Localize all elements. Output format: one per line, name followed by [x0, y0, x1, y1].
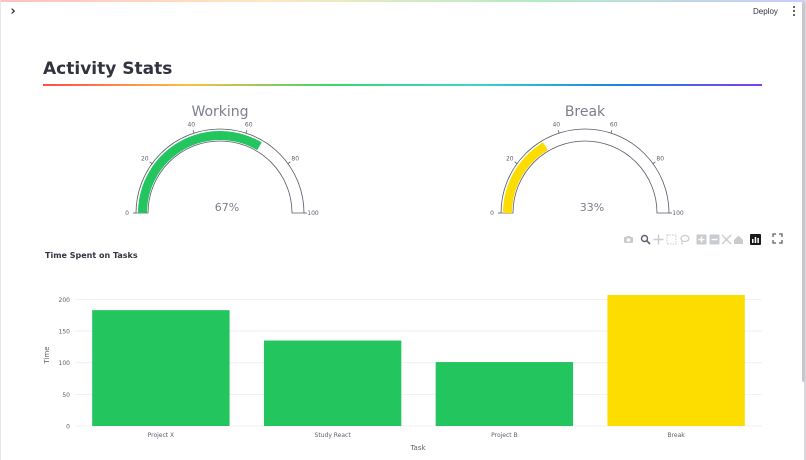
- pan-icon[interactable]: [653, 234, 664, 245]
- gauge-title: Break: [565, 104, 606, 120]
- chart-bars: [92, 294, 745, 426]
- sidebar-expand-chevron-icon[interactable]: ›: [10, 4, 16, 19]
- gauge-ticks: 0 20 40 60 80 100: [125, 122, 319, 217]
- gauge-tick-label: 0: [490, 210, 494, 217]
- gauge-tick-mark: [149, 161, 153, 164]
- bar-break: [607, 294, 745, 426]
- y-tick-label: 150: [59, 329, 71, 336]
- gauge-tick-label: 80: [291, 155, 299, 162]
- autoscale-icon[interactable]: [721, 234, 732, 245]
- gauge-tick-mark: [287, 161, 291, 164]
- y-tick-label: 0: [66, 424, 70, 431]
- time-spent-bar-chart: Time Spent on Tasks 0 50 100 150 200 Project…: [43, 251, 762, 452]
- bar-project-x: [92, 310, 230, 426]
- x-tick-label: Break: [667, 432, 685, 439]
- gauge-ticks: 0 20 40 60 80 100: [490, 122, 684, 217]
- y-axis-label: Time: [43, 346, 51, 364]
- gauge-value-label: 67%: [215, 201, 239, 214]
- chart-y-tick-labels: 0 50 100 150 200: [59, 297, 71, 431]
- bar-study-react: [263, 340, 402, 426]
- gauge-value-label: 33%: [580, 201, 604, 214]
- left-border: [0, 0, 1, 460]
- page-title: Activity Stats: [43, 59, 173, 79]
- y-tick-label: 200: [59, 297, 71, 304]
- gauge-tick-label: 20: [506, 155, 514, 162]
- x-tick-label: Study React: [315, 432, 352, 439]
- zoom-icon[interactable]: [640, 234, 651, 245]
- top-accent-line: [0, 0, 806, 2]
- bar-project-b: [435, 362, 574, 426]
- x-tick-label: Project X: [148, 432, 175, 439]
- gauge-tick-label: 20: [141, 155, 149, 162]
- gauge-tick-label: 40: [552, 122, 560, 129]
- gauge-value-bar: [503, 142, 548, 213]
- zoom-in-icon[interactable]: [696, 234, 707, 245]
- chart-x-tick-labels: Project X Study React Project B Break: [148, 432, 686, 439]
- gauge-tick-label: 0: [125, 210, 129, 217]
- gauge-tick-mark: [652, 161, 656, 164]
- lasso-icon[interactable]: [679, 234, 690, 245]
- gauge-tick-mark: [557, 130, 560, 134]
- plotly-logo-icon[interactable]: [750, 234, 761, 245]
- main-menu-kebab-icon[interactable]: [791, 6, 797, 18]
- gauge-tick-label: 40: [187, 122, 195, 129]
- gauge-working: Working 0 20 40 60 80 100 67%: [125, 104, 319, 217]
- gauge-tick-mark: [610, 130, 613, 134]
- gauge-tick-mark: [514, 161, 518, 164]
- gauge-tick-label: 60: [610, 122, 618, 129]
- scrollbar-thumb[interactable]: [802, 2, 805, 382]
- gauge-tick-mark: [192, 130, 195, 134]
- zoom-out-icon[interactable]: [709, 234, 720, 245]
- gauge-tick-label: 60: [245, 122, 253, 129]
- gauge-title: Working: [191, 104, 248, 120]
- gauge-tick-label: 80: [656, 155, 664, 162]
- gauge-outline: [500, 128, 670, 214]
- y-tick-label: 100: [59, 360, 71, 367]
- chart-title: Time Spent on Tasks: [45, 251, 138, 260]
- fullscreen-icon[interactable]: [772, 233, 783, 244]
- gauge-value-bar: [138, 131, 262, 213]
- camera-icon[interactable]: [623, 234, 634, 245]
- y-tick-label: 50: [62, 392, 70, 399]
- x-tick-label: Project B: [491, 432, 518, 439]
- gauge-tick-label: 100: [307, 210, 319, 217]
- deploy-button[interactable]: Deploy: [753, 7, 778, 16]
- x-axis-label: Task: [409, 444, 426, 452]
- gauge-tick-mark: [245, 130, 248, 134]
- title-divider: [43, 84, 762, 86]
- gauge-outline: [135, 128, 305, 214]
- gauge-break: Break 0 20 40 60 80 100 33%: [490, 104, 684, 217]
- scrollbar-track[interactable]: [804, 0, 806, 460]
- reset-axes-icon[interactable]: [733, 234, 744, 245]
- gauge-tick-label: 100: [672, 210, 684, 217]
- box-select-icon[interactable]: [666, 234, 677, 245]
